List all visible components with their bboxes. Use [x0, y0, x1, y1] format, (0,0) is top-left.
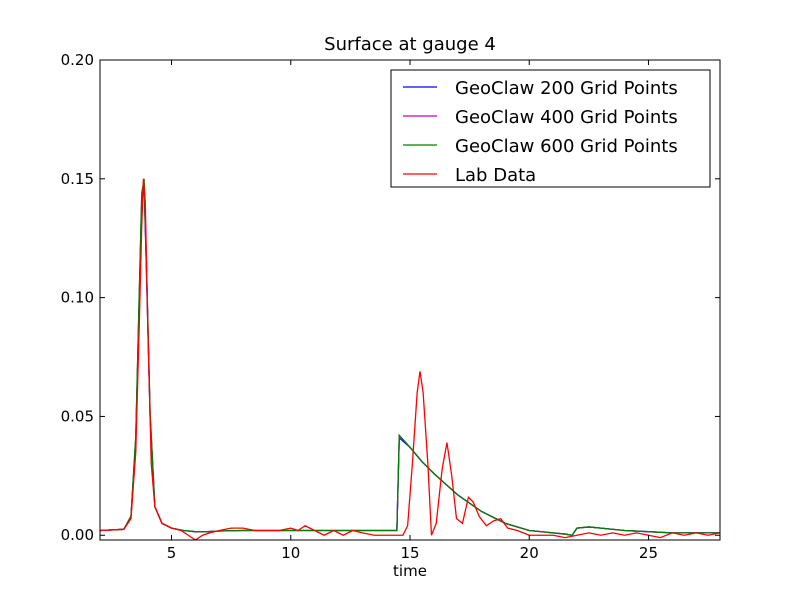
x-tick-label: 25 — [639, 544, 658, 562]
x-tick-label: 20 — [520, 544, 539, 562]
legend-entry-label: GeoClaw 200 Grid Points — [455, 78, 678, 99]
chart-title: Surface at gauge 4 — [324, 34, 496, 55]
y-tick-label: 0.00 — [61, 526, 94, 544]
x-tick-label: 10 — [281, 544, 300, 562]
series-line-4 — [100, 178, 720, 540]
x-tick-label: 5 — [167, 544, 177, 562]
legend-entry-label: GeoClaw 600 Grid Points — [455, 136, 678, 157]
axis-ticks: 5 10 15 20 25 0.00 0.05 0.10 0.15 0.20 — [61, 51, 720, 562]
legend: GeoClaw 200 Grid Points GeoClaw 400 Grid … — [390, 69, 711, 188]
x-tick-label: 15 — [400, 544, 419, 562]
y-tick-label: 0.20 — [61, 51, 94, 69]
legend-entry-label: GeoClaw 400 Grid Points — [455, 107, 678, 128]
y-tick-label: 0.15 — [61, 170, 94, 188]
plot-area — [100, 178, 720, 540]
legend-box — [390, 69, 711, 188]
y-tick-label: 0.05 — [61, 407, 94, 425]
x-axis-label: time — [393, 562, 427, 580]
legend-entry-label: Lab Data — [455, 165, 536, 186]
y-tick-label: 0.10 — [61, 289, 94, 307]
